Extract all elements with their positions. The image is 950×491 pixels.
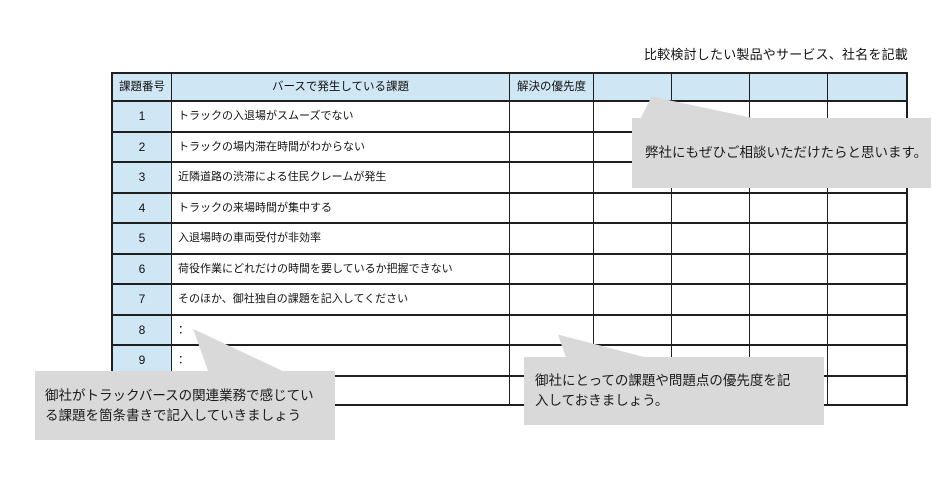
comparison-cell[interactable] bbox=[672, 224, 750, 253]
comparison-cell[interactable] bbox=[594, 285, 672, 314]
table-row: 6 荷役作業にどれだけの時間を要しているか把握できない bbox=[113, 254, 906, 285]
comparison-cell[interactable] bbox=[594, 254, 672, 283]
comparison-cell[interactable] bbox=[594, 193, 672, 222]
issue-cell: トラックの場内滞在時間がわからない bbox=[172, 132, 510, 161]
priority-cell[interactable] bbox=[510, 102, 594, 131]
header-issue-number: 課題番号 bbox=[113, 74, 172, 100]
comparison-note: 比較検討したい製品やサービス、社名を記載 bbox=[644, 47, 909, 62]
comparison-cell[interactable] bbox=[672, 102, 750, 131]
row-number-cell: 8 bbox=[113, 315, 172, 344]
comparison-cell[interactable] bbox=[750, 224, 828, 253]
row-number-cell: 6 bbox=[113, 254, 172, 283]
issue-cell: そのほか、御社独自の課題を記入してください bbox=[172, 285, 510, 314]
priority-cell[interactable] bbox=[510, 254, 594, 283]
row-number-cell: 3 bbox=[113, 163, 172, 192]
comparison-cell[interactable] bbox=[750, 376, 828, 404]
priority-cell[interactable] bbox=[510, 224, 594, 253]
comparison-cell[interactable] bbox=[750, 315, 828, 344]
row-number-cell: 2 bbox=[113, 132, 172, 161]
comparison-cell[interactable] bbox=[828, 224, 906, 253]
comparison-cell[interactable] bbox=[828, 255, 906, 284]
priority-cell[interactable] bbox=[510, 132, 594, 161]
comparison-cell[interactable] bbox=[828, 194, 906, 223]
issue-cell[interactable]: ： bbox=[172, 315, 510, 344]
header-priority: 解決の優先度 bbox=[510, 74, 594, 100]
table-row: 5 入退場時の車両受付が非効率 bbox=[113, 224, 906, 255]
issue-cell: トラックの入退場がスムーズでない bbox=[172, 102, 510, 131]
comparison-cell[interactable] bbox=[750, 254, 828, 283]
priority-cell[interactable] bbox=[510, 193, 594, 222]
callout-issues-text: 御社がトラックバースの関連業務で感じている課題を箇条書きで記入していきましょう bbox=[45, 387, 314, 423]
comparison-cell[interactable] bbox=[672, 315, 750, 344]
issue-cell[interactable]: ： bbox=[172, 346, 510, 375]
table-row: 8 ： bbox=[113, 315, 906, 346]
row-number-cell: 7 bbox=[113, 285, 172, 314]
comparison-cell[interactable] bbox=[672, 193, 750, 222]
issue-cell: 入退場時の車両受付が非効率 bbox=[172, 224, 510, 253]
header-comparison-4[interactable] bbox=[828, 74, 906, 100]
callout-consult: 弊社にもぜひご相談いただけたらと思います。 bbox=[632, 118, 931, 188]
row-number-cell: 4 bbox=[113, 193, 172, 222]
comparison-cell[interactable] bbox=[828, 316, 906, 345]
table-row: 9 ： bbox=[113, 346, 906, 377]
issue-cell: 近隣道路の渋滞による住民クレームが発生 bbox=[172, 163, 510, 192]
header-issue: バースで発生している課題 bbox=[172, 74, 510, 100]
comparison-cell[interactable] bbox=[828, 346, 906, 375]
issue-cell[interactable] bbox=[172, 376, 510, 404]
header-comparison-2[interactable] bbox=[672, 74, 750, 100]
issue-cell: トラックの来場時間が集中する bbox=[172, 193, 510, 222]
comparison-cell[interactable] bbox=[750, 193, 828, 222]
priority-cell[interactable] bbox=[510, 285, 594, 314]
comparison-cell[interactable] bbox=[672, 254, 750, 283]
comparison-cell[interactable] bbox=[594, 224, 672, 253]
issue-cell: 荷役作業にどれだけの時間を要しているか把握できない bbox=[172, 254, 510, 283]
row-number-cell: 1 bbox=[113, 102, 172, 131]
comparison-cell[interactable] bbox=[828, 377, 906, 404]
table-row: 2 トラックの場内滞在時間がわからない bbox=[113, 132, 906, 163]
comparison-cell[interactable] bbox=[672, 285, 750, 314]
callout-consult-text: 弊社にもぜひご相談いただけたらと思います。 bbox=[645, 145, 928, 160]
priority-cell[interactable] bbox=[510, 315, 594, 344]
header-comparison-3[interactable] bbox=[750, 74, 828, 100]
comparison-cell[interactable] bbox=[750, 285, 828, 314]
callout-priority: 御社にとっての課題や問題点の優先度を記入しておきましょう。 bbox=[524, 357, 824, 425]
comparison-cell[interactable] bbox=[750, 102, 828, 131]
comparison-cell[interactable] bbox=[750, 346, 828, 375]
callout-issues: 御社がトラックバースの関連業務で感じている課題を箇条書きで記入していきましょう bbox=[35, 371, 335, 440]
comparison-cell[interactable] bbox=[828, 285, 906, 314]
table-header-row: 課題番号 バースで発生している課題 解決の優先度 bbox=[113, 74, 906, 102]
priority-cell[interactable] bbox=[510, 163, 594, 192]
callout-priority-text: 御社にとっての課題や問題点の優先度を記入しておきましょう。 bbox=[535, 373, 791, 408]
row-number-cell: 5 bbox=[113, 224, 172, 253]
header-comparison-1[interactable] bbox=[594, 74, 672, 100]
comparison-cell[interactable] bbox=[594, 315, 672, 344]
table-row: 4 トラックの来場時間が集中する bbox=[113, 193, 906, 224]
row-number-cell: 9 bbox=[113, 346, 172, 375]
table-row: 7 そのほか、御社独自の課題を記入してください bbox=[113, 285, 906, 316]
